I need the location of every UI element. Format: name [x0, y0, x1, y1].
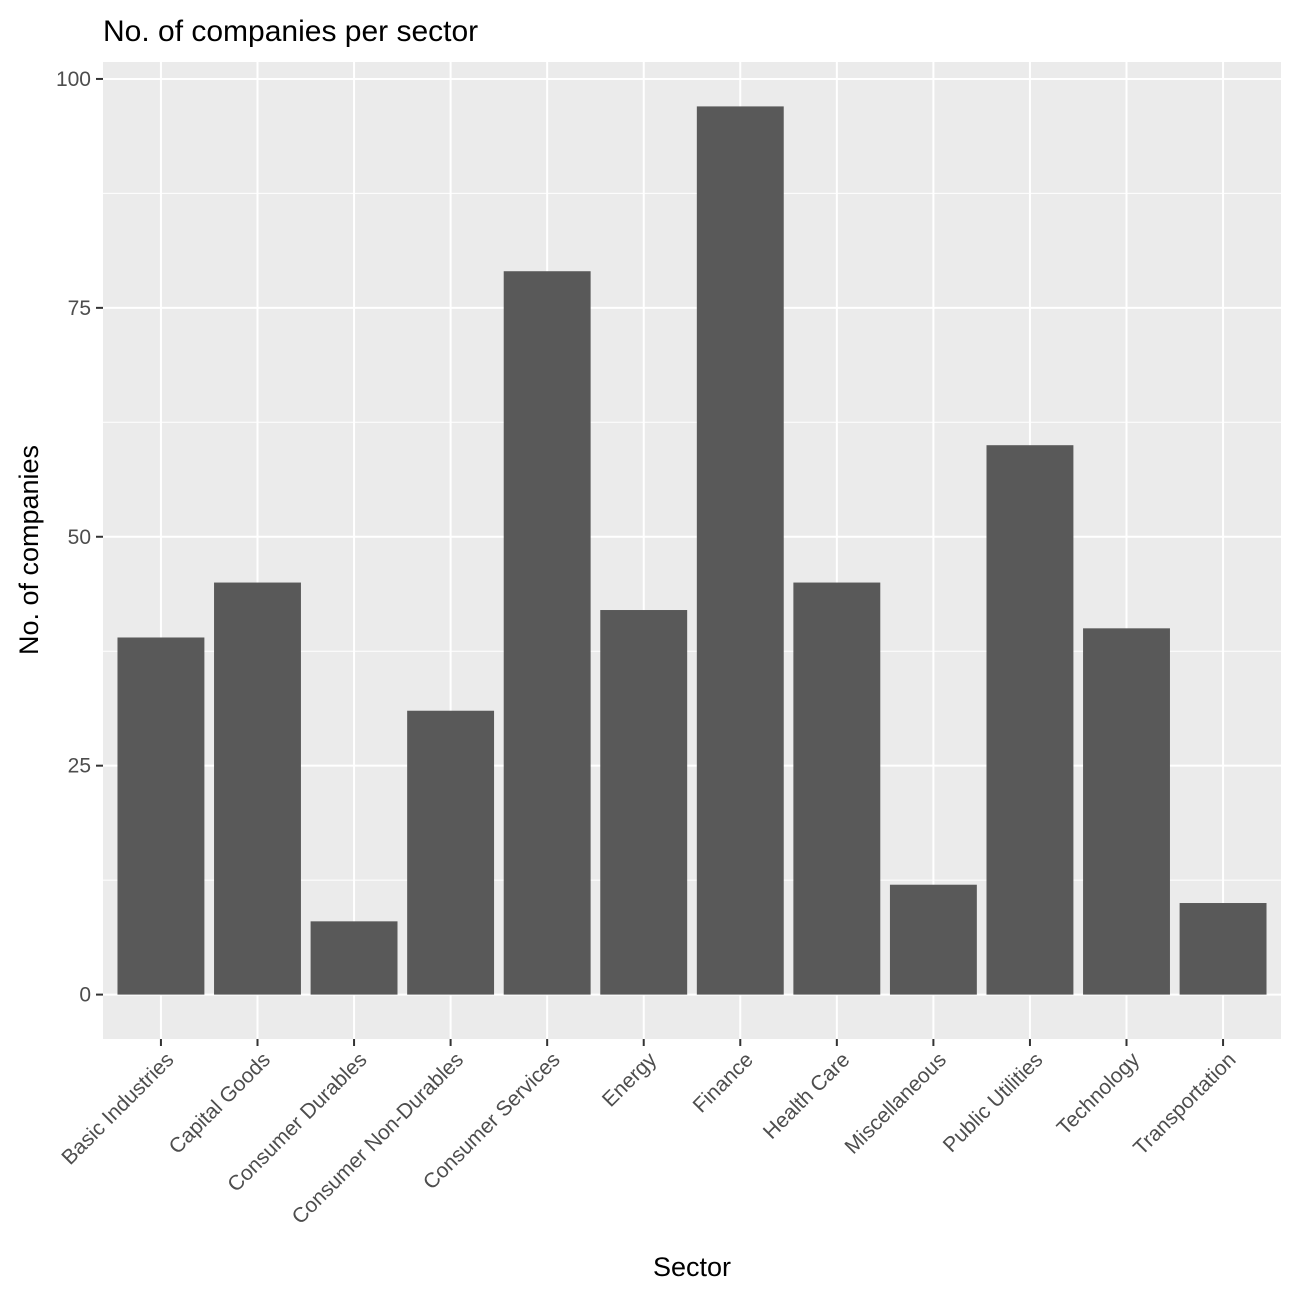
y-axis-title: No. of companies: [14, 445, 44, 655]
y-tick-label: 75: [68, 297, 91, 320]
x-tick-label: Miscellaneous: [841, 1048, 951, 1158]
x-axis-title: Sector: [653, 1252, 731, 1282]
y-tick-label: 0: [79, 984, 91, 1007]
bar-health-care: [793, 582, 881, 995]
bar-technology: [1083, 628, 1170, 995]
x-tick-label: Technology: [1053, 1048, 1145, 1140]
x-tick-label: Basic Industries: [57, 1048, 178, 1169]
y-tick-label: 50: [68, 526, 91, 549]
x-tick-label: Transportation: [1129, 1048, 1240, 1159]
x-tick-label: Consumer Non-Durables: [288, 1048, 469, 1229]
bar-consumer-durables: [310, 921, 398, 995]
bar-transportation: [1179, 903, 1267, 995]
bar-consumer-non-durables: [407, 710, 495, 995]
x-tick-label: Capital Goods: [165, 1048, 275, 1158]
bar-basic-industries: [117, 637, 205, 995]
y-axis: 0 25 50 75 100: [56, 68, 103, 1007]
bar-consumer-services: [503, 271, 591, 995]
y-tick-label: 100: [56, 68, 91, 91]
x-tick-label: Energy: [598, 1048, 662, 1112]
bar-energy: [600, 610, 688, 995]
bar-finance: [696, 106, 784, 995]
bars: [117, 106, 1267, 995]
x-tick-label: Public Utilities: [939, 1048, 1048, 1157]
chart-title: No. of companies per sector: [103, 15, 478, 48]
bar-public-utilities: [986, 445, 1074, 995]
x-tick-label: Finance: [689, 1048, 758, 1117]
y-tick-label: 25: [68, 755, 91, 778]
bar-capital-goods: [214, 582, 301, 995]
x-tick-label: Health Care: [759, 1048, 855, 1144]
bar-miscellaneous: [889, 884, 977, 995]
